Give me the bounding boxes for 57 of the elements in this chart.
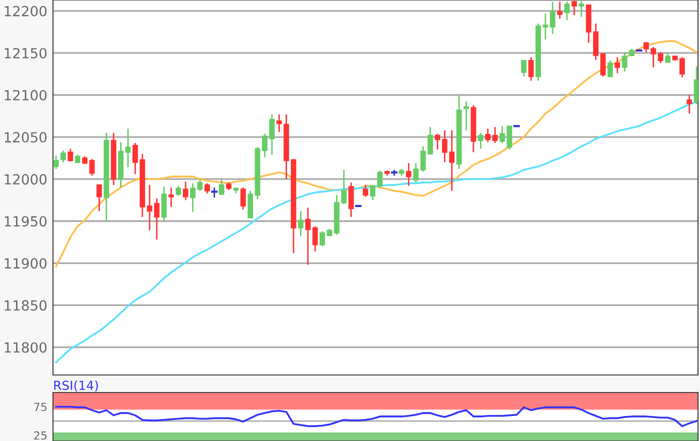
candlestick — [218, 179, 224, 196]
candlestick — [176, 185, 182, 197]
y-tick-label: 25 — [34, 431, 46, 440]
y-tick-label: 12150 — [4, 48, 47, 58]
candlestick — [276, 114, 282, 133]
candlestick — [125, 128, 131, 168]
candlestick — [614, 56, 620, 74]
y-tick-label: 11950 — [4, 216, 47, 227]
candlestick — [622, 52, 628, 72]
candlestick — [240, 186, 246, 210]
y-tick-label: 12050 — [4, 132, 47, 143]
candlestick — [60, 150, 66, 163]
y-tick-label: 12100 — [4, 90, 47, 100]
line-series — [55, 40, 698, 268]
candlestick — [528, 56, 534, 82]
candlestick — [478, 132, 484, 150]
candlestick — [464, 101, 469, 132]
candlestick — [68, 148, 74, 162]
candlestick — [578, 0, 584, 18]
candlestick — [298, 210, 304, 237]
y-tick-label: 12200 — [4, 6, 47, 16]
chart-title: RSI(14) — [54, 380, 98, 392]
candlestick — [571, 0, 577, 16]
y-tick-label: 75 — [34, 402, 46, 412]
candlestick — [607, 60, 613, 78]
candlestick — [362, 184, 368, 198]
candlestick — [686, 94, 692, 114]
candlestick — [348, 182, 354, 218]
candlestick — [53, 154, 59, 170]
candlestick — [600, 53, 606, 78]
candlestick — [161, 186, 167, 222]
candlestick — [694, 66, 698, 105]
candlestick — [521, 60, 527, 78]
line-series — [55, 406, 698, 428]
candlestick — [492, 126, 498, 144]
candlestick — [550, 0, 556, 34]
candlestick — [406, 162, 412, 187]
candlestick — [182, 180, 188, 201]
candlestick — [413, 162, 419, 184]
candlestick — [557, 0, 563, 20]
candlestick — [204, 182, 210, 194]
candlestick — [89, 158, 95, 176]
y-tick-label: 11900 — [4, 258, 47, 269]
candlestick — [248, 190, 254, 218]
y-tick-label: 12000 — [4, 174, 47, 185]
candlestick — [312, 225, 318, 252]
candlestick — [564, 0, 570, 21]
candlestick — [658, 51, 664, 64]
candlestick — [305, 206, 311, 266]
candlestick — [96, 184, 102, 212]
candlestick — [434, 132, 440, 150]
y-tick-label: 11850 — [4, 300, 47, 311]
y-tick-label: 11800 — [4, 342, 47, 353]
candlestick — [679, 56, 685, 78]
candlestick — [485, 128, 491, 143]
candlestick — [320, 230, 326, 248]
candlestick — [168, 186, 174, 208]
